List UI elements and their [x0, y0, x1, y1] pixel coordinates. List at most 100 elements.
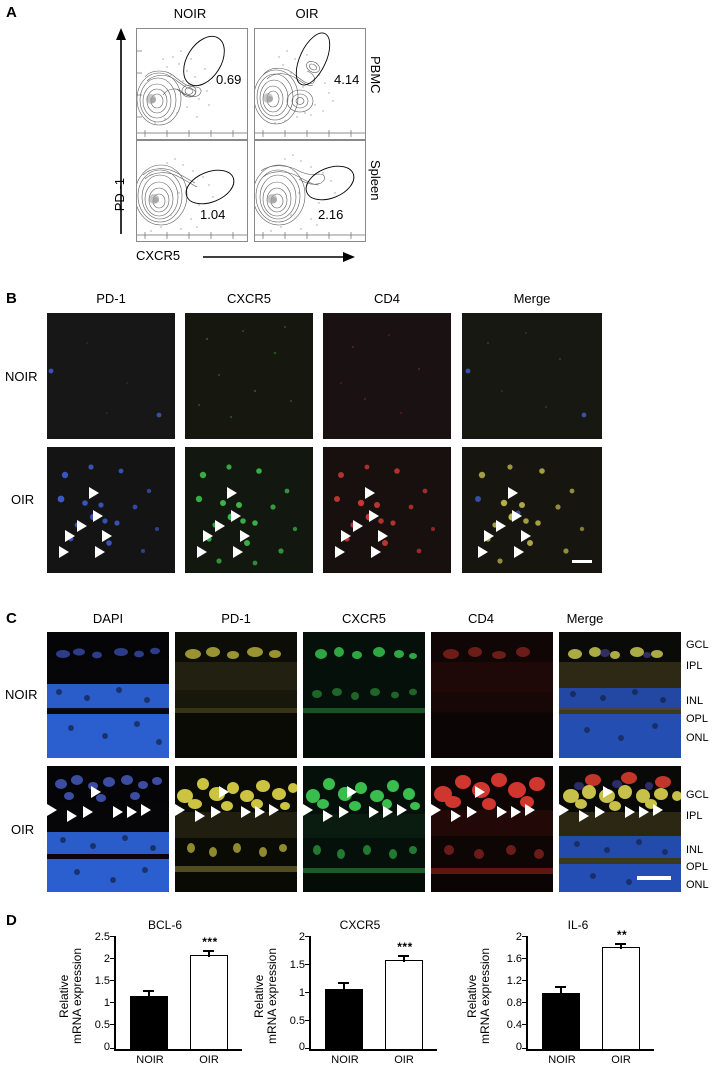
flow-plot-noir-pbmc[interactable] — [136, 28, 248, 140]
chart-bcl6-bar-oir[interactable] — [190, 955, 228, 1050]
panel-b-image-oir-pd1[interactable] — [47, 447, 175, 573]
panel-c-layer-label-gcl-noir: GCL — [686, 639, 709, 651]
chart-bcl6-bar-noir[interactable] — [130, 996, 168, 1050]
chart-cxcr5-ytick-4: 2 — [298, 931, 305, 943]
chart-bcl6-x-axis — [114, 1049, 242, 1051]
chart-il6-x-axis — [526, 1049, 654, 1051]
flow-plot-noir-spleen[interactable] — [136, 140, 248, 242]
panel-a-y-axis-arrow — [112, 28, 130, 236]
panel-c-image-oir-pd1[interactable] — [175, 766, 297, 892]
chart-il6[interactable]: IL-6 Relative mRNA expression 2 1.6 1.2 0… — [465, 918, 663, 1078]
chart-il6-ytick-1: 0.4 — [506, 1019, 522, 1031]
chart-cxcr5-xtick-noir: NOIR — [331, 1054, 359, 1066]
chart-bcl6-significance: *** — [202, 935, 218, 949]
panel-c-col-title-cd4: CD4 — [467, 611, 494, 626]
chart-cxcr5-ytick-0: 0 — [298, 1041, 305, 1053]
flow-plot-oir-spleen[interactable] — [254, 140, 366, 242]
chart-il6-ytick-3: 1.2 — [506, 975, 522, 987]
panel-c-image-noir-cd4[interactable] — [431, 632, 553, 758]
panel-a-label: A — [6, 4, 17, 21]
panel-a-y-axis-label: PD -1 — [112, 178, 127, 212]
chart-cxcr5-bar-noir[interactable] — [325, 989, 363, 1050]
panel-b-col-title-cd4: CD4 — [373, 291, 400, 306]
panel-c-layer-label-opl-noir: OPL — [686, 713, 709, 725]
chart-il6-ytick-4: 1.6 — [506, 953, 522, 965]
flow-plot-oir-pbmc[interactable] — [254, 28, 366, 140]
chart-il6-xtick-oir: OIR — [611, 1054, 631, 1066]
chart-bcl6-xtick-noir: NOIR — [136, 1054, 164, 1066]
panel-b-label: B — [6, 290, 17, 307]
chart-il6-y-axis — [526, 936, 528, 1050]
panel-a-x-axis-arrow — [203, 250, 355, 264]
panel-c-layer-label-ipl-oir: IPL — [686, 810, 703, 822]
chart-bcl6-ytick-3: 1.5 — [94, 975, 110, 987]
panel-b-image-noir-cxcr5[interactable] — [185, 313, 313, 439]
panel-b-col-title-cxcr5: CXCR5 — [226, 291, 272, 306]
panel-c-image-noir-dapi[interactable] — [47, 632, 169, 758]
panel-b-image-noir-pd1[interactable] — [47, 313, 175, 439]
panel-c-col-title-dapi: DAPI — [92, 611, 124, 626]
chart-bcl6-y-axis — [114, 936, 116, 1050]
chart-il6-ytick-5: 2 — [515, 931, 522, 943]
chart-bcl6-ytick-4: 2 — [103, 953, 110, 965]
flow-value-oir-spleen: 2.16 — [318, 207, 344, 222]
chart-il6-ytick-2: 0.8 — [506, 997, 522, 1009]
chart-bcl6-xtick-oir: OIR — [199, 1054, 219, 1066]
panel-c-image-oir-dapi[interactable] — [47, 766, 169, 892]
panel-c-col-title-merge: Merge — [566, 611, 604, 626]
chart-il6-xtick-noir: NOIR — [548, 1054, 576, 1066]
chart-il6-significance: ** — [616, 928, 628, 942]
panel-c-image-noir-merge[interactable] — [559, 632, 681, 758]
panel-b-image-noir-cd4[interactable] — [323, 313, 451, 439]
chart-bcl6-ytick-1: 0.5 — [94, 1019, 110, 1031]
panel-c-layer-label-gcl-oir: GCL — [686, 789, 709, 801]
chart-cxcr5-y-axis — [309, 936, 311, 1050]
panel-c-layer-label-ipl-noir: IPL — [686, 660, 703, 672]
chart-cxcr5-ytick-3: 1.5 — [289, 959, 305, 971]
panel-a-row-title-pbmc: PBMC — [368, 56, 383, 94]
panel-c-layer-label-opl-oir: OPL — [686, 861, 709, 873]
panel-c-layer-label-onl-oir: ONL — [686, 879, 709, 891]
panel-c-image-noir-pd1[interactable] — [175, 632, 297, 758]
panel-b-image-oir-merge[interactable] — [462, 447, 602, 573]
panel-c-row-title-noir: NOIR — [5, 687, 38, 702]
panel-c-col-title-pd1: PD-1 — [221, 611, 251, 626]
panel-c-label: C — [6, 610, 17, 627]
flow-value-noir-pbmc: 0.69 — [216, 72, 242, 87]
chart-cxcr5-title: CXCR5 — [339, 918, 381, 932]
panel-b-col-title-pd1: PD-1 — [96, 291, 126, 306]
chart-bcl6[interactable]: BCL-6 Relative mRNA expression 2.5 2 1.5 … — [57, 918, 245, 1078]
panel-a-col-title-noir: NOIR — [173, 6, 207, 21]
panel-c-image-oir-cd4[interactable] — [431, 766, 553, 892]
chart-bcl6-title: BCL-6 — [147, 918, 182, 932]
panel-c-layer-label-inl-noir: INL — [686, 695, 704, 707]
chart-cxcr5[interactable]: CXCR5 Relative mRNA expression 2 1.5 1 0.… — [252, 918, 440, 1078]
chart-cxcr5-bar-oir[interactable] — [385, 960, 423, 1050]
chart-cxcr5-x-axis — [309, 1049, 437, 1051]
flow-value-noir-spleen: 1.04 — [200, 207, 226, 222]
panel-c-image-oir-merge[interactable] — [559, 766, 681, 892]
panel-a-row-title-spleen: Spleen — [368, 160, 383, 201]
panel-c-image-oir-cxcr5[interactable] — [303, 766, 425, 892]
panel-c-image-noir-cxcr5[interactable] — [303, 632, 425, 758]
panel-b-row-title-oir: OIR — [11, 492, 35, 507]
panel-c-col-title-cxcr5: CXCR5 — [341, 611, 387, 626]
chart-il6-bar-oir[interactable] — [602, 947, 640, 1050]
chart-il6-bar-noir[interactable] — [542, 993, 580, 1050]
panel-c-layer-label-onl-noir: ONL — [686, 732, 709, 744]
panel-a-x-axis-label: CXCR5 — [136, 248, 181, 263]
panel-b-image-oir-cd4[interactable] — [323, 447, 451, 573]
panel-c-row-title-oir: OIR — [11, 822, 35, 837]
flow-value-oir-pbmc: 4.14 — [334, 72, 360, 87]
panel-c-layer-label-inl-oir: INL — [686, 844, 704, 856]
panel-b-row-title-noir: NOIR — [5, 369, 38, 384]
panel-b-col-title-merge: Merge — [513, 291, 551, 306]
chart-bcl6-ytick-5: 2.5 — [94, 931, 110, 943]
chart-cxcr5-ytick-1: 0.5 — [289, 1015, 305, 1027]
panel-a-col-title-oir: OIR — [295, 6, 319, 21]
panel-b-image-oir-cxcr5[interactable] — [185, 447, 313, 573]
chart-bcl6-ytick-0: 0 — [103, 1041, 110, 1053]
panel-d-label: D — [6, 912, 17, 929]
panel-b-image-noir-merge[interactable] — [462, 313, 602, 439]
